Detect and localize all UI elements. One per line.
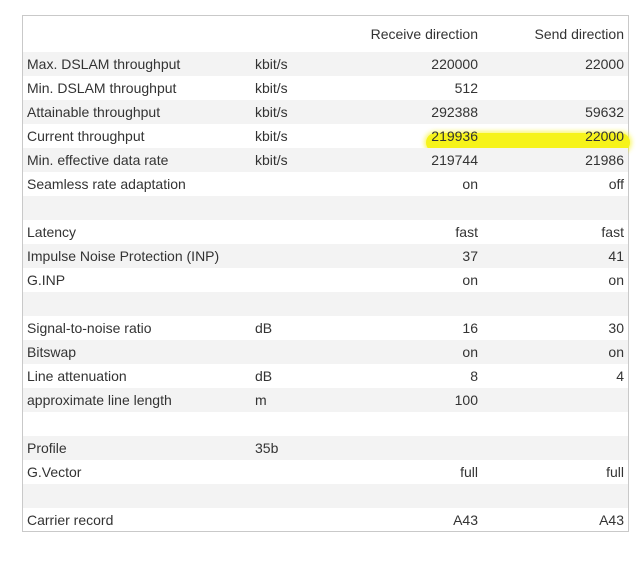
row-send-value: full (606, 464, 624, 480)
row-send-value: fast (601, 224, 624, 240)
row-receive-value: 220000 (431, 56, 478, 72)
row-label: approximate line length (27, 392, 172, 408)
table-row: Signal-to-noise ratio dB 16 30 (23, 316, 628, 340)
row-label: Line attenuation (27, 368, 127, 384)
row-receive-value: 8 (470, 368, 478, 384)
table-row: Bitswap on on (23, 340, 628, 364)
row-unit: kbit/s (255, 104, 288, 120)
row-send-value: on (608, 344, 624, 360)
row-unit: dB (255, 368, 273, 384)
row-send-value: on (608, 272, 624, 288)
row-receive-value: 100 (454, 392, 478, 408)
row-label: Signal-to-noise ratio (27, 320, 152, 336)
row-send-value: 41 (608, 248, 624, 264)
highlight-marker (426, 133, 630, 152)
table-row: Current throughput kbit/s 219936 22000 (23, 124, 628, 148)
row-send-value: A43 (599, 512, 624, 528)
table-row: G.Vector full full (23, 460, 628, 484)
row-receive-value: on (462, 176, 478, 192)
row-receive-value: 219744 (431, 152, 478, 168)
row-send-value: 22000 (585, 56, 624, 72)
row-receive-value: fast (455, 224, 478, 240)
row-receive-value: 292388 (431, 104, 478, 120)
row-label: Current throughput (27, 128, 145, 144)
row-label: Seamless rate adaptation (27, 176, 186, 192)
table-row: Latency fast fast (23, 220, 628, 244)
row-send-value: 22000 (585, 128, 624, 144)
row-unit: dB (255, 320, 273, 336)
row-label: G.INP (27, 272, 66, 288)
row-receive-value: 16 (462, 320, 478, 336)
table-row: Seamless rate adaptation on off (23, 172, 628, 196)
dsl-info-table: Receive direction Send direction Max. DS… (22, 15, 630, 532)
table-row: Min. effective data rate kbit/s 219744 2198… (23, 148, 628, 172)
row-send-value: off (608, 176, 624, 192)
row-label: Profile (27, 440, 67, 456)
row-receive-value: on (462, 272, 478, 288)
row-unit: kbit/s (255, 56, 288, 72)
row-receive-value: 37 (462, 248, 478, 264)
table-row (23, 412, 628, 436)
row-label: Latency (27, 224, 77, 240)
row-label: Max. DSLAM throughput (27, 56, 181, 72)
row-label: Carrier record (27, 512, 114, 528)
row-unit: kbit/s (255, 152, 288, 168)
table-row: Max. DSLAM throughput kbit/s 220000 22000 (23, 52, 628, 76)
table-row: Carrier record A43 A43 (23, 508, 628, 532)
row-label: Impulse Noise Protection (INP) (27, 248, 220, 264)
table-row: Profile 35b (23, 436, 628, 460)
row-unit: kbit/s (255, 80, 288, 96)
row-label: G.Vector (27, 464, 82, 480)
row-receive-value: on (462, 344, 478, 360)
table-row: Line attenuation dB 8 4 (23, 364, 628, 388)
row-send-value: 59632 (585, 104, 624, 120)
row-send-value: 4 (616, 368, 624, 384)
table-row: G.INP on on (23, 268, 628, 292)
row-receive-value: 512 (454, 80, 478, 96)
row-send-value: 30 (608, 320, 624, 336)
row-unit: 35b (255, 440, 279, 456)
table-row: Min. DSLAM throughput kbit/s 512 (23, 76, 628, 100)
row-send-value: 21986 (585, 152, 624, 168)
table-row: Attainable throughput kbit/s 292388 59632 (23, 100, 628, 124)
row-unit: kbit/s (255, 128, 288, 144)
header-receive-direction: Receive direction (370, 26, 478, 42)
row-receive-value: A43 (453, 512, 478, 528)
row-receive-value: full (460, 464, 478, 480)
row-label: Min. effective data rate (27, 152, 169, 168)
table-row: Impulse Noise Protection (INP) 37 41 (23, 244, 628, 268)
table-row (23, 292, 628, 316)
table-row: approximate line length m 100 (23, 388, 628, 412)
row-unit: m (255, 392, 267, 408)
row-label: Bitswap (27, 344, 77, 360)
row-receive-value: 219936 (431, 128, 478, 144)
table-row (23, 484, 628, 508)
header-send-direction: Send direction (534, 26, 624, 42)
row-label: Attainable throughput (27, 104, 161, 120)
table-row (23, 196, 628, 220)
row-label: Min. DSLAM throughput (27, 80, 177, 96)
